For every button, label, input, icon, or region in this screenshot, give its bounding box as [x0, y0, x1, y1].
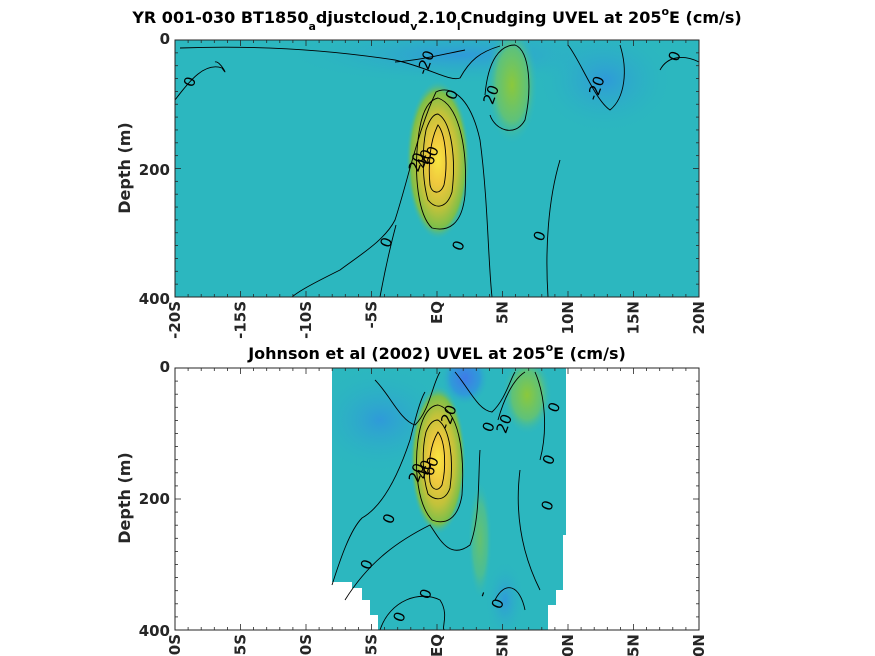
bottom-xtick-label: 10N — [559, 634, 577, 656]
bottom-necc — [502, 368, 552, 435]
top-y-axis-label: Depth (m) — [115, 122, 134, 214]
top-xtick-label: 15N — [625, 301, 643, 334]
bottom-xtick-label: -10S — [297, 634, 315, 656]
bottom-x-ticks: -20S -15S -10S -5S EQ 5N 10N 15N 20N — [166, 367, 708, 656]
top-xtick-label: -10S — [297, 301, 315, 339]
top-contour-label: 20 — [405, 150, 428, 174]
top-xtick-label: -5S — [363, 301, 381, 328]
bottom-contour-label: 40 — [413, 457, 436, 481]
bottom-chart-title: Johnson et al (2002) UVEL at 205oE (cm/s… — [247, 341, 626, 363]
bottom-ytick-400: 400 — [139, 622, 170, 640]
top-ytick-200: 200 — [139, 161, 170, 179]
bottom-xtick-label: -5S — [363, 634, 381, 656]
top-xtick-label: 5N — [494, 301, 512, 324]
bottom-y-ticks: 0 200 400 — [139, 358, 170, 640]
bottom-ytick-0: 0 — [160, 358, 170, 376]
bottom-ytick-200: 200 — [139, 490, 170, 508]
top-chart-title: YR 001-030 BT1850adjustcloudv2.10lCnudgi… — [131, 5, 741, 33]
bottom-xtick-label: 5N — [494, 634, 512, 656]
top-xtick-label: -15S — [232, 301, 250, 339]
bottom-euc-core — [410, 385, 466, 535]
top-panel: YR 001-030 BT1850adjustcloudv2.10lCnudgi… — [115, 5, 742, 339]
top-contour-label: 60 — [419, 144, 442, 168]
top-xtick-label: 10N — [559, 301, 577, 334]
top-necc — [486, 40, 538, 145]
top-xtick-label: -20S — [166, 301, 184, 339]
top-xtick-label: 20N — [690, 301, 708, 334]
top-ytick-0: 0 — [160, 30, 170, 48]
bottom-xtick-label: -20S — [166, 634, 184, 656]
bottom-contour-label: - — [473, 588, 492, 599]
top-xtick-label: EQ — [428, 301, 446, 324]
top-north-westward — [535, 40, 675, 135]
bottom-panel: Johnson et al (2002) UVEL at 205oE (cm/s… — [115, 341, 708, 656]
top-y-ticks: 0 200 400 — [139, 30, 170, 308]
bottom-deep-positive — [468, 480, 492, 600]
bottom-y-axis-label: Depth (m) — [115, 452, 134, 544]
top-contour-label: 20 — [480, 83, 503, 107]
top-euc-core — [406, 80, 470, 240]
bottom-xtick-label: 15N — [625, 634, 643, 656]
bottom-contour-label: 20 — [493, 412, 516, 436]
bottom-xtick-label: 20N — [690, 634, 708, 656]
bottom-xtick-label: -15S — [232, 634, 250, 656]
bottom-contour-label: 60 — [419, 454, 442, 478]
bottom-sec-surface — [441, 368, 489, 406]
top-contour-lines — [175, 44, 699, 297]
top-ytick-400: 400 — [139, 290, 170, 308]
bottom-contour-label: 20 — [405, 461, 428, 485]
bottom-contour-lines — [331, 371, 546, 630]
bottom-xtick-label: EQ — [428, 634, 446, 656]
top-x-ticks: -20S -15S -10S -5S EQ 5N 10N 15N 20N — [166, 39, 708, 339]
bottom-deep-negative — [485, 560, 525, 630]
top-contour-label: 40 — [413, 147, 436, 171]
bottom-heatmap-data — [332, 368, 566, 630]
